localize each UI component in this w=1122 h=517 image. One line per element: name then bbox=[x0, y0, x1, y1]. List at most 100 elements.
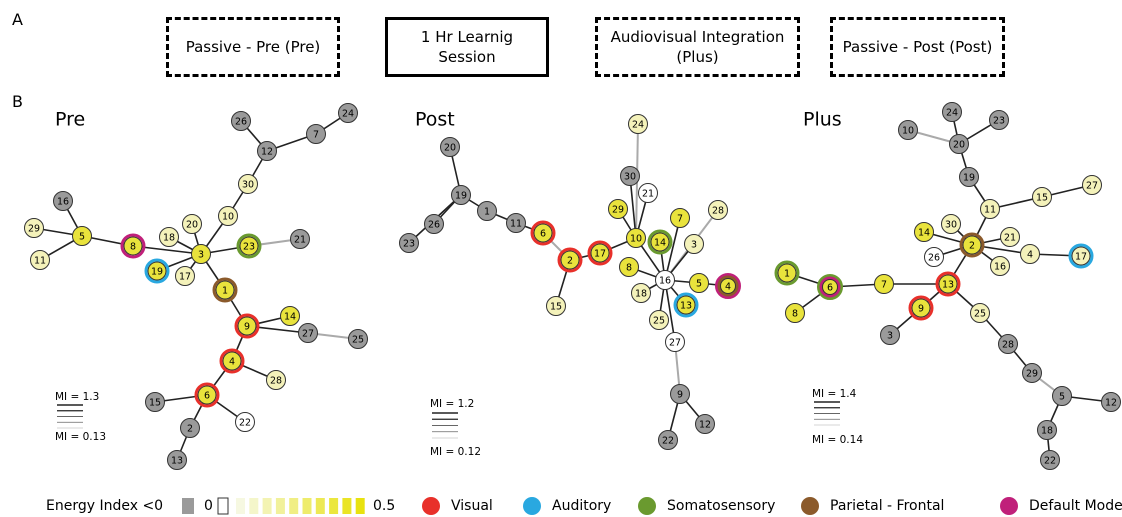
node-label: 14 bbox=[284, 312, 296, 323]
node-label: 3 bbox=[887, 331, 893, 342]
node bbox=[338, 103, 358, 123]
node bbox=[720, 278, 736, 294]
node-label: 16 bbox=[57, 197, 69, 208]
node-ring bbox=[234, 313, 260, 339]
node bbox=[898, 120, 918, 140]
node-label: 17 bbox=[1075, 252, 1087, 263]
node bbox=[959, 167, 979, 187]
node-label: 25 bbox=[352, 335, 364, 346]
mi-max: MI = 1.2 bbox=[430, 398, 474, 410]
node bbox=[676, 295, 696, 315]
node-ring bbox=[236, 233, 262, 259]
node bbox=[235, 412, 255, 432]
node-label: 19 bbox=[455, 191, 467, 202]
node-ring bbox=[935, 271, 961, 297]
node-label: 1 bbox=[484, 207, 490, 218]
node bbox=[650, 232, 670, 252]
node bbox=[689, 273, 709, 293]
node bbox=[1022, 363, 1042, 383]
node bbox=[215, 280, 235, 300]
node bbox=[399, 233, 419, 253]
edge bbox=[664, 217, 681, 281]
node-label: 19 bbox=[963, 173, 975, 184]
legend-dot bbox=[523, 497, 541, 515]
legend-swatch bbox=[236, 498, 245, 514]
legend-swatch bbox=[262, 498, 272, 514]
node-label: 25 bbox=[653, 316, 665, 327]
legend-zero: 0 bbox=[204, 498, 213, 514]
node-label: 18 bbox=[1041, 426, 1053, 437]
node-label: 23 bbox=[243, 242, 255, 253]
network-title: Plus bbox=[803, 109, 842, 131]
node bbox=[655, 270, 675, 290]
node-ring bbox=[908, 295, 934, 321]
node bbox=[53, 191, 73, 211]
node bbox=[348, 329, 368, 349]
node bbox=[670, 384, 690, 404]
node-label: 29 bbox=[612, 205, 624, 216]
node bbox=[167, 450, 187, 470]
node-label: 17 bbox=[594, 249, 606, 260]
node-label: 22 bbox=[239, 418, 251, 429]
node-label: 26 bbox=[928, 253, 940, 264]
legend-swatch bbox=[275, 498, 285, 514]
node bbox=[145, 392, 165, 412]
node bbox=[911, 298, 931, 318]
node bbox=[546, 296, 566, 316]
node-ring bbox=[717, 275, 739, 297]
node bbox=[590, 243, 610, 263]
node-label: 2 bbox=[187, 424, 193, 435]
node bbox=[665, 332, 685, 352]
node-label: 5 bbox=[79, 232, 85, 243]
panel-label: A bbox=[12, 10, 23, 29]
node bbox=[990, 256, 1010, 276]
node-label: 5 bbox=[696, 279, 702, 290]
node bbox=[451, 185, 471, 205]
node-label: 14 bbox=[654, 238, 666, 249]
node-label: 23 bbox=[993, 116, 1005, 127]
mi-min: MI = 0.14 bbox=[812, 434, 863, 446]
node-label: 27 bbox=[1086, 181, 1098, 192]
legend-energy: Energy Index <0 bbox=[46, 498, 163, 514]
node bbox=[998, 334, 1018, 354]
node bbox=[424, 214, 444, 234]
node-label: 28 bbox=[270, 376, 282, 387]
node-label: 30 bbox=[242, 180, 254, 191]
node bbox=[1000, 227, 1020, 247]
node-label: 9 bbox=[677, 390, 683, 401]
node-label: 20 bbox=[953, 140, 965, 151]
node-label: 21 bbox=[294, 235, 306, 246]
node-label: 7 bbox=[677, 214, 683, 225]
node bbox=[941, 214, 961, 234]
node-label: 22 bbox=[1044, 456, 1056, 467]
node-label: 10 bbox=[630, 234, 642, 245]
node-label: 14 bbox=[918, 228, 930, 239]
node bbox=[24, 218, 44, 238]
node bbox=[239, 236, 259, 256]
node-ring bbox=[715, 273, 741, 299]
node-label: 15 bbox=[149, 398, 161, 409]
node-ring bbox=[212, 277, 238, 303]
node-label: 11 bbox=[984, 205, 996, 216]
node bbox=[123, 236, 143, 256]
node bbox=[658, 430, 678, 450]
node-label: 12 bbox=[1105, 398, 1117, 409]
node bbox=[1052, 386, 1072, 406]
node-label: 2 bbox=[969, 241, 975, 252]
node-label: 8 bbox=[626, 263, 632, 274]
node-label: 18 bbox=[635, 289, 647, 300]
node bbox=[880, 325, 900, 345]
legend-label: Parietal - Frontal bbox=[830, 498, 944, 514]
mi-min: MI = 0.13 bbox=[55, 431, 106, 443]
node-label: 24 bbox=[946, 108, 958, 119]
node bbox=[238, 174, 258, 194]
node bbox=[708, 200, 728, 220]
node bbox=[231, 111, 251, 131]
node-label: 7 bbox=[313, 130, 319, 141]
node bbox=[649, 310, 669, 330]
node-label: 11 bbox=[510, 219, 522, 230]
node bbox=[306, 124, 326, 144]
node-ring bbox=[219, 348, 245, 374]
node-label: 13 bbox=[171, 456, 183, 467]
node bbox=[290, 229, 310, 249]
